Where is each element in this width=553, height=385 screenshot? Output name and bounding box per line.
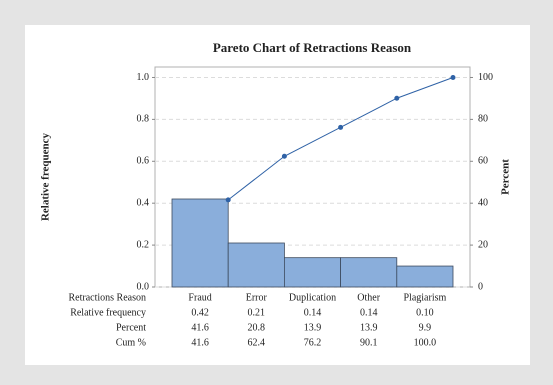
table-cell: 76.2 — [304, 337, 322, 348]
table-row-label: Retractions Reason — [69, 292, 146, 303]
bar — [340, 257, 398, 288]
y2-tick-label: 40 — [478, 197, 488, 208]
x-tick-label: Duplication — [289, 292, 336, 303]
y2-tick-label: 60 — [478, 156, 488, 167]
x-tick-label: Error — [246, 292, 268, 303]
table-cell: 0.42 — [191, 307, 209, 318]
bar — [227, 242, 285, 288]
cumulative-point — [338, 124, 344, 130]
table-cell: 0.14 — [304, 307, 322, 318]
table-cell: 13.9 — [304, 322, 322, 333]
x-tick-label: Other — [357, 292, 380, 303]
cumulative-point — [281, 153, 287, 159]
y2-tick-label: 0 — [478, 281, 483, 292]
table-cell: 62.4 — [248, 337, 266, 348]
table-cell: 13.9 — [360, 322, 378, 333]
y2-axis-label: Percent — [500, 159, 512, 195]
cumulative-point — [225, 197, 231, 203]
table-cell: 41.6 — [191, 337, 209, 348]
table-cell: 41.6 — [191, 322, 209, 333]
y-tick-label: 0.4 — [137, 197, 150, 208]
y-tick-label: 0.0 — [137, 281, 150, 292]
table-cell: 0.14 — [360, 307, 378, 318]
table-cell: 100.0 — [414, 337, 437, 348]
bar — [283, 257, 341, 288]
y-tick-label: 0.8 — [137, 114, 150, 125]
cumulative-point — [394, 95, 400, 101]
y-tick-label: 1.0 — [137, 72, 150, 83]
bar — [171, 198, 229, 288]
chart-title: Pareto Chart of Retractions Reason — [213, 40, 412, 55]
y-axis-label: Relative frequency — [40, 132, 52, 221]
table-row-label: Percent — [116, 322, 146, 333]
table-cell: 0.21 — [248, 307, 266, 318]
table-row-label: Cum % — [116, 337, 146, 348]
table-cell: 90.1 — [360, 337, 378, 348]
y2-tick-label: 80 — [478, 114, 488, 125]
y2-tick-label: 20 — [478, 239, 488, 250]
table-cell: 20.8 — [248, 322, 266, 333]
y-tick-label: 0.6 — [137, 156, 150, 167]
y-tick-label: 0.2 — [137, 239, 150, 250]
table-row-label: Relative frequency — [70, 307, 146, 318]
x-tick-label: Plagiarism — [404, 292, 447, 303]
table-cell: 0.10 — [416, 307, 434, 318]
cumulative-point — [450, 74, 456, 80]
y2-tick-label: 100 — [478, 72, 493, 83]
x-tick-label: Fraud — [188, 292, 211, 303]
table-cell: 9.9 — [419, 322, 432, 333]
bar — [396, 265, 454, 288]
